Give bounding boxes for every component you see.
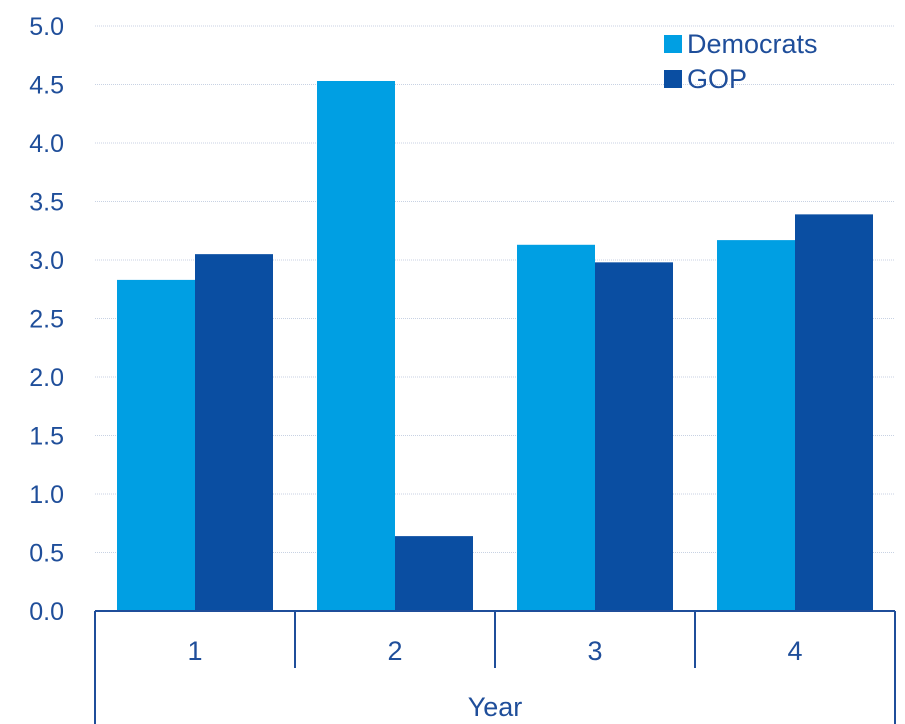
legend-swatch-gop <box>664 70 682 88</box>
x-category-label: 2 <box>387 636 402 666</box>
bar-democrats-4 <box>717 240 795 612</box>
bar-gop-4 <box>795 214 873 611</box>
x-category-labels: 1 2 3 4 <box>187 636 802 666</box>
bars <box>117 80 873 612</box>
x-category-label: 1 <box>187 636 202 666</box>
legend-label-gop: GOP <box>687 64 747 94</box>
axes <box>94 610 896 724</box>
y-tick-labels: 0.0 0.5 1.0 1.5 2.0 2.5 3.0 3.5 4.0 4.5 5.0 <box>29 13 64 626</box>
legend-label-democrats: Democrats <box>687 29 818 59</box>
bar-gop-3 <box>595 262 673 611</box>
y-tick-label: 4.5 <box>29 72 64 100</box>
y-tick-label: 0.0 <box>29 598 64 626</box>
legend: Democrats GOP <box>664 29 818 94</box>
y-tick-label: 1.0 <box>29 481 64 509</box>
x-category-label: 3 <box>587 636 602 666</box>
bar-democrats-1 <box>117 279 195 611</box>
y-tick-label: 1.5 <box>29 423 64 451</box>
y-tick-label: 5.0 <box>29 13 64 41</box>
bar-gop-2 <box>395 536 473 611</box>
legend-swatch-democrats <box>664 35 682 53</box>
y-tick-label: 3.5 <box>29 189 64 217</box>
y-tick-label: 3.0 <box>29 247 64 275</box>
x-category-label: 4 <box>787 636 802 666</box>
x-axis-title: Year <box>468 692 523 722</box>
bar-gop-1 <box>195 254 273 611</box>
y-tick-label: 2.0 <box>29 364 64 392</box>
y-tick-label: 0.5 <box>29 540 64 568</box>
y-tick-label: 2.5 <box>29 306 64 334</box>
y-tick-label: 4.0 <box>29 130 64 158</box>
bar-democrats-2 <box>317 80 395 612</box>
bar-democrats-3 <box>517 244 595 612</box>
